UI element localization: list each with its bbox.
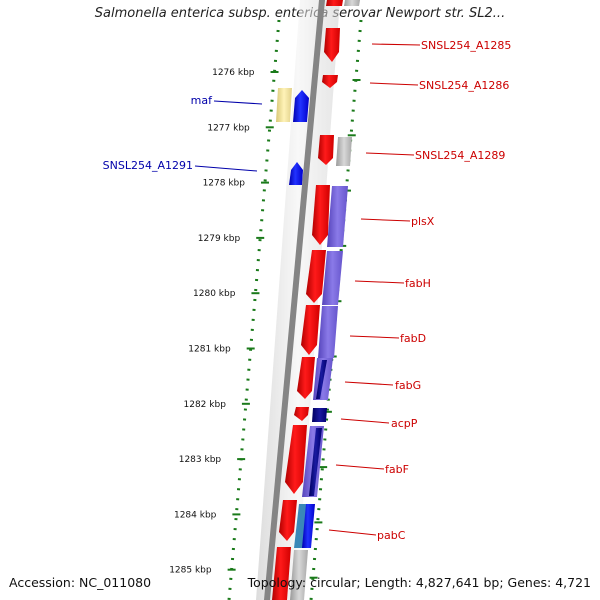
cog-acpp (312, 408, 327, 422)
scale-label: 1279 kbp (198, 234, 241, 244)
cog-fabd (318, 306, 338, 358)
scale-label: 1276 kbp (212, 68, 255, 78)
right-label-leaders (328, 43, 421, 536)
cds-snsl254-a1286 (322, 75, 338, 88)
gene-label-maf: maf (191, 94, 213, 107)
cds-acpp (294, 407, 309, 421)
gene-label-plsx: plsX (411, 215, 435, 228)
cog-fabf-dark (309, 428, 322, 496)
cds-snsl254-a1291 (289, 162, 303, 185)
cds-gray-a1289-cog (336, 137, 352, 166)
cds-snsl254-a1285 (324, 28, 340, 62)
scale-label: 1282 kbp (184, 400, 227, 410)
cds-fabg (297, 357, 315, 399)
cog-fabh (322, 251, 343, 305)
cds-red-bottom (272, 547, 291, 600)
gene-label-snsl254-a1291: SNSL254_A1291 (103, 159, 193, 172)
cds-plsx (312, 185, 330, 245)
cog-pabc-blue (302, 504, 315, 548)
gene-label-fabd: fabD (400, 332, 426, 345)
left-label-leaders (194, 100, 263, 172)
cog-fabg-dark (316, 360, 327, 399)
cds-red-clipped (326, 0, 343, 6)
gene-label-fabh: fabH (405, 277, 431, 290)
backbone-line (264, 0, 325, 600)
scale-track-inner (227, 19, 281, 600)
cds-maf (276, 88, 292, 122)
cds-pabc (279, 500, 297, 541)
scale-labels: 1276 kbp 1277 kbp 1278 kbp 1279 kbp 1280 kbp… (169, 68, 255, 576)
gene-label-snsl254-a1289: SNSL254_A1289 (415, 149, 505, 162)
scale-label: 1278 kbp (203, 179, 246, 189)
scale-label: 1283 kbp (179, 455, 222, 465)
gene-label-pabc: pabC (377, 529, 406, 542)
cds-fabf (285, 425, 307, 494)
cds-snsl254-a1289 (318, 135, 334, 165)
topology-summary: Topology: circular; Length: 4,827,641 bp… (247, 575, 591, 590)
scale-label: 1280 kbp (193, 289, 236, 299)
gene-label-fabg: fabG (395, 379, 421, 392)
cds-fabd (301, 305, 320, 355)
scale-label: 1277 kbp (207, 123, 250, 133)
gene-label-acpp: acpP (391, 417, 418, 430)
cog-plsx (327, 186, 348, 247)
cds-blue-maf-neighbor (293, 90, 309, 122)
gene-label-fabf: fabF (385, 463, 409, 476)
right-gene-labels: SNSL254_A1285 SNSL254_A1286 SNSL254_A128… (377, 39, 511, 542)
scale-label: 1284 kbp (174, 510, 217, 520)
cds-gray-clipped (344, 0, 360, 6)
cds-fabh (306, 250, 326, 303)
left-gene-labels: maf SNSL254_A1291 (103, 94, 213, 172)
scale-label: 1285 kbp (169, 566, 212, 576)
gene-label-snsl254-a1286: SNSL254_A1286 (419, 79, 509, 92)
cog-pabc-teal (294, 504, 308, 548)
scale-label: 1281 kbp (188, 345, 231, 355)
accession-text: Accession: NC_011080 (9, 575, 152, 590)
cds-gray-bottom (290, 550, 308, 600)
gene-label-snsl254-a1285: SNSL254_A1285 (421, 39, 511, 52)
